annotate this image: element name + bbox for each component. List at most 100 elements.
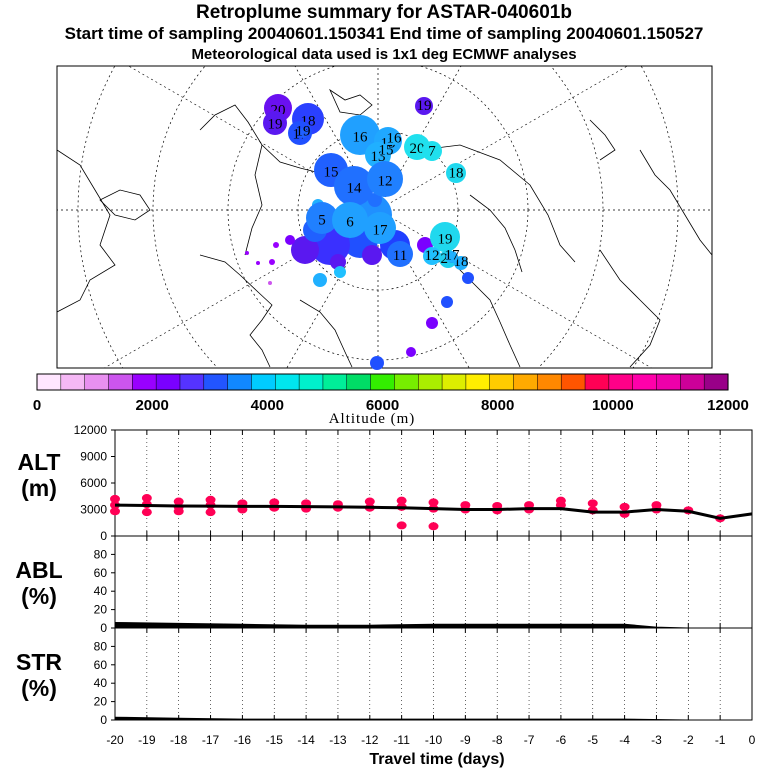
altitude-point (396, 521, 407, 530)
x-tick-label: -16 (234, 733, 252, 747)
y-tick-label: 40 (94, 676, 108, 690)
colorbar-swatch (84, 373, 110, 391)
colorbar-swatch (275, 373, 300, 391)
plume-day-label: 19 (417, 98, 432, 114)
plume-centroid-dot (245, 251, 249, 255)
colorbar-swatch (60, 373, 86, 391)
colorbar-swatch (441, 373, 467, 391)
altitude-point (428, 522, 439, 531)
retroplume-map: 2019181716151320715141218191911561712201… (56, 65, 713, 370)
x-tick-label: -18 (170, 733, 188, 747)
colorbar-swatch (608, 373, 634, 391)
plume-centroid-marker (263, 111, 287, 135)
plume-centroid-marker (415, 97, 433, 115)
colorbar-swatch (513, 373, 538, 391)
meridian-line (286, 209, 379, 368)
colorbar-swatch (36, 373, 62, 391)
y-tick-label: 20 (94, 603, 108, 617)
panel-label: STR (16, 649, 62, 675)
plume-centroid-dot (334, 266, 346, 278)
plume-centroid-dot (462, 272, 474, 284)
plume-centroid-marker (298, 128, 308, 138)
altitude-point (364, 497, 375, 506)
y-tick-label: 0 (100, 621, 107, 635)
plume-day-label: 17 (373, 222, 389, 238)
y-tick-label: 3000 (80, 503, 107, 517)
y-tick-label: 60 (94, 566, 108, 580)
plume-day-label: 17 (445, 248, 461, 264)
colorbar-swatch (298, 373, 324, 391)
plume-centroid-dot (256, 261, 260, 265)
plume-centroid-marker (422, 141, 442, 161)
y-tick-label: 9000 (80, 450, 107, 464)
plume-day-label: 15 (324, 164, 339, 180)
colorbar-swatch (417, 373, 443, 391)
colorbar-swatch (703, 373, 729, 391)
colorbar-tick-label: 0 (33, 397, 41, 414)
altitude-colorbar: 0 2000 4000 6000 8000 10000 12000 (33, 373, 749, 414)
y-tick-label: 80 (94, 639, 108, 653)
plume-day-label: 6 (346, 214, 354, 230)
plume-centroid-dot (441, 296, 453, 308)
panel-label: (%) (21, 675, 57, 701)
plume-centroid-dot (368, 193, 382, 207)
colorbar-tick-label: 10000 (592, 397, 634, 414)
colorbar-swatch (394, 373, 419, 391)
plume-centroid-dot (362, 245, 382, 265)
plume-centroid-marker (387, 241, 413, 267)
x-tick-label: -14 (297, 733, 315, 747)
str-fraction-area (114, 716, 752, 721)
y-tick-label: 20 (94, 695, 108, 709)
altitude-point (141, 508, 152, 517)
colorbar-swatch (346, 373, 372, 391)
colorbar-tick-label: 4000 (251, 397, 284, 414)
x-tick-label: -10 (425, 733, 443, 747)
plume-centroid-dot (313, 273, 327, 287)
x-tick-label: -1 (715, 733, 726, 747)
retroplume-markers: 2019181716151320715141218191911561712201… (245, 94, 474, 370)
plume-centroid-marker (423, 247, 441, 265)
x-tick-label: -12 (361, 733, 379, 747)
y-tick-label: 6000 (80, 476, 107, 490)
plume-day-label: 19 (268, 116, 283, 132)
y-tick-label: 0 (100, 529, 107, 543)
plume-day-label: 16 (353, 129, 369, 145)
x-tick-label: -2 (683, 733, 694, 747)
altitude-point (110, 507, 120, 516)
plume-centroid-dot (285, 235, 295, 245)
plume-centroid-dot (291, 236, 319, 264)
altitude-point (110, 494, 120, 503)
altitude-point (110, 501, 120, 510)
meteorological-data-subtitle: Meteorological data used is 1x1 deg ECMW… (191, 46, 577, 63)
y-tick-label: 40 (94, 584, 108, 598)
plume-centroid-dot (269, 259, 275, 265)
x-tick-label: -11 (393, 733, 410, 747)
colorbar-swatch (537, 373, 562, 391)
plume-day-label: 15 (379, 142, 394, 158)
plume-centroid-marker (306, 202, 338, 234)
altitude-point (173, 507, 184, 516)
plume-centroid-marker (446, 251, 458, 263)
plume-day-label: 20 (410, 141, 425, 157)
plume-centroid-dot (406, 347, 416, 357)
panel-frame (114, 535, 753, 629)
y-tick-label: 12000 (74, 423, 108, 437)
colorbar-tick-label: 12000 (707, 397, 749, 414)
colorbar-tick-label: 6000 (366, 397, 399, 414)
plume-day-label: 19 (438, 231, 453, 247)
colorbar-label: Altitude (m) (329, 411, 416, 427)
colorbar-swatch (155, 373, 181, 391)
plume-centroid-marker (389, 135, 399, 145)
altitude-point (619, 502, 630, 511)
x-tick-label: -6 (556, 733, 567, 747)
panel-frame (114, 627, 753, 721)
meridian-line (294, 66, 379, 211)
colorbar-swatch (680, 373, 705, 391)
panel-str: 0 20 40 60 80 STR(%) (16, 627, 753, 727)
plume-centroid-marker (430, 222, 460, 252)
colorbar-swatch (251, 373, 276, 391)
plume-day-label: 12 (425, 248, 440, 264)
x-tick-label: -13 (329, 733, 347, 747)
x-tick-label: -17 (202, 733, 220, 747)
